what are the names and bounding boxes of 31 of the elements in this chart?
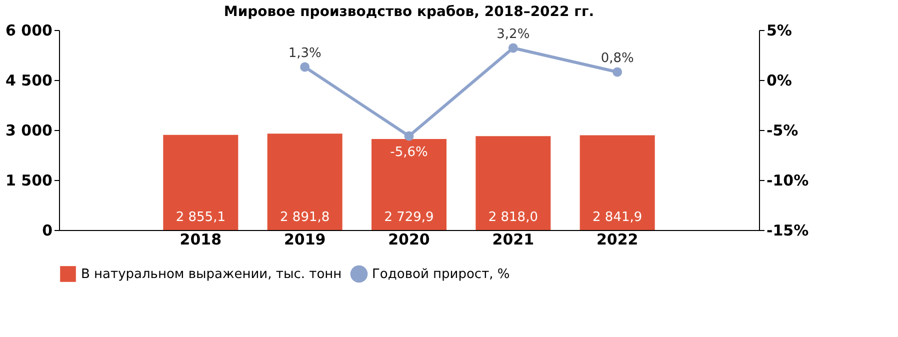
data-label: -5,6% [390,145,428,160]
data-label: 2 818,0 [488,210,538,225]
y2-tick-label: -5% [766,122,798,140]
x-tick-label: 2021 [492,230,534,248]
y-tick-label: 0 [42,222,52,240]
y2-tick-label: -15% [766,222,809,240]
data-label: 0,8% [600,51,634,66]
data-label: 2 729,9 [384,210,434,225]
data-label: 2 891,8 [280,210,330,225]
chart-title: Мировое производство крабов, 2018–2022 гг. [224,4,594,20]
legend-label: В натуральном выражении, тыс. тонн [81,267,342,282]
legend-label: Годовой прирост, % [372,267,510,282]
y-tick-label: 4 500 [6,72,52,90]
point [300,62,310,72]
y2-tick-label: -10% [766,172,809,190]
point [508,43,518,53]
x-tick-label: 2019 [284,230,326,248]
x-tick-label: 2020 [388,230,430,248]
data-label: 1,3% [288,46,322,61]
y-tick-label: 3 000 [6,122,52,140]
y2-tick-label: 5% [766,22,792,40]
data-label: 2 855,1 [176,210,226,225]
point [612,67,622,77]
x-tick-label: 2018 [180,230,222,248]
data-label: 2 841,9 [592,210,642,225]
y-tick-label: 1 500 [6,172,52,190]
data-label: 3,2% [496,27,530,42]
y2-tick-label: 0% [766,72,792,90]
y-tick-label: 6 000 [6,22,52,40]
x-tick-label: 2022 [596,230,638,248]
point [404,131,414,141]
